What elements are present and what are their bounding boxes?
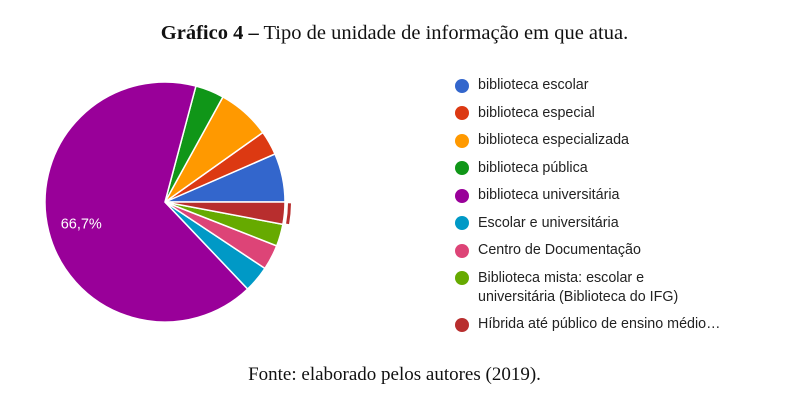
pie-slice-biblioteca-universitaria[interactable] <box>44 81 249 323</box>
legend-item-biblioteca-escolar[interactable]: biblioteca escolar <box>455 76 775 95</box>
pie-slices <box>44 81 291 323</box>
legend-item-biblioteca-publica[interactable]: biblioteca pública <box>455 159 775 178</box>
legend-label: biblioteca escolar <box>478 77 589 93</box>
legend-swatch <box>455 106 469 120</box>
figure-source: Fonte: elaborado pelos autores (2019). <box>248 364 541 385</box>
legend-label: biblioteca especial <box>478 104 595 121</box>
legend-item-centro-de-documentacao[interactable]: Centro de Documentação <box>455 241 775 260</box>
legend-item-escolar-e-universitaria[interactable]: Escolar e universitária <box>455 214 775 233</box>
legend-label: Centro de Documentação <box>478 242 641 258</box>
chart-title: Gráfico 4 – Tipo de unidade de informaçã… <box>0 22 789 45</box>
legend-label: Híbrida até público de ensino médio… <box>478 316 721 332</box>
legend-swatch <box>455 317 469 332</box>
legend-swatch <box>455 188 469 203</box>
legend-swatch <box>455 78 469 93</box>
legend-swatch <box>455 216 469 230</box>
legend-swatch <box>455 133 469 148</box>
legend-item-biblioteca-especial[interactable]: biblioteca especial <box>455 104 775 123</box>
legend-swatch <box>455 161 469 175</box>
legend-label: Escolar e universitária <box>478 214 619 231</box>
legend-item-biblioteca-mista-escolar-e-universitaria-biblioteca-do-ifg[interactable]: Biblioteca mista: escolar e universitári… <box>455 269 775 307</box>
chart-legend: biblioteca escolar biblioteca especial bib… <box>455 76 775 343</box>
legend-label: Biblioteca mista: escolar e universitári… <box>478 269 679 305</box>
pie-data-label: 66,7% <box>61 216 102 232</box>
legend-swatch <box>455 243 469 258</box>
chart-title-number: Gráfico 4 – <box>160 22 259 44</box>
legend-label: biblioteca pública <box>478 159 588 176</box>
chart-title-text: Tipo de unidade de informação em que atu… <box>263 22 629 44</box>
legend-item-biblioteca-universitaria[interactable]: biblioteca universitária <box>455 186 775 205</box>
legend-item-biblioteca-especializada[interactable]: biblioteca especializada <box>455 131 775 150</box>
legend-label: biblioteca especializada <box>478 132 630 148</box>
legend-item-hibrida-ate-publico-de-ensino-medio[interactable]: Híbrida até público de ensino médio… <box>455 315 775 334</box>
legend-swatch <box>455 271 469 285</box>
pie-data-labels: 66,7% <box>61 216 102 232</box>
pie-slice-hibrida-ate-publico-de-ensino-medio[interactable] <box>164 201 286 226</box>
pie-slice-highlight-ring <box>286 203 291 225</box>
legend-label: biblioteca universitária <box>478 187 620 203</box>
